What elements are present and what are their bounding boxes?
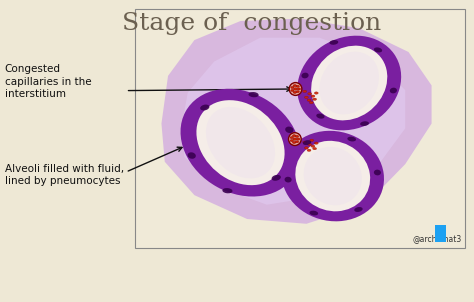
Ellipse shape	[313, 98, 317, 101]
Ellipse shape	[314, 92, 318, 94]
Ellipse shape	[310, 139, 314, 141]
Ellipse shape	[310, 211, 318, 215]
Text: @archibhat3: @archibhat3	[413, 234, 462, 243]
Ellipse shape	[296, 85, 299, 87]
Ellipse shape	[304, 147, 362, 205]
Ellipse shape	[284, 177, 292, 182]
Ellipse shape	[303, 90, 307, 92]
Ellipse shape	[390, 88, 397, 93]
Ellipse shape	[316, 114, 325, 119]
Ellipse shape	[301, 73, 309, 78]
Ellipse shape	[311, 145, 315, 147]
Ellipse shape	[206, 107, 275, 178]
Ellipse shape	[272, 175, 281, 181]
Ellipse shape	[293, 92, 296, 93]
Ellipse shape	[295, 141, 370, 211]
Ellipse shape	[314, 142, 318, 144]
Polygon shape	[181, 38, 405, 205]
Ellipse shape	[360, 121, 369, 126]
Circle shape	[293, 138, 297, 140]
Ellipse shape	[297, 138, 300, 140]
Ellipse shape	[297, 88, 301, 90]
Ellipse shape	[307, 99, 311, 101]
Ellipse shape	[304, 147, 309, 149]
Ellipse shape	[354, 207, 363, 212]
Ellipse shape	[292, 141, 296, 143]
Ellipse shape	[347, 137, 356, 141]
Ellipse shape	[313, 147, 317, 150]
Ellipse shape	[290, 137, 293, 139]
Ellipse shape	[222, 188, 233, 193]
Ellipse shape	[196, 100, 284, 185]
Ellipse shape	[304, 96, 309, 98]
Polygon shape	[162, 19, 431, 224]
Ellipse shape	[311, 46, 387, 120]
Ellipse shape	[303, 141, 307, 143]
Ellipse shape	[319, 52, 379, 114]
Ellipse shape	[289, 133, 301, 146]
Ellipse shape	[292, 135, 296, 137]
Bar	[435, 225, 446, 242]
Ellipse shape	[293, 85, 296, 87]
Ellipse shape	[308, 92, 312, 95]
Ellipse shape	[181, 89, 301, 197]
Ellipse shape	[308, 143, 312, 146]
Ellipse shape	[295, 141, 299, 143]
Ellipse shape	[291, 89, 294, 92]
Ellipse shape	[289, 82, 302, 95]
Ellipse shape	[188, 152, 196, 159]
Ellipse shape	[307, 149, 311, 152]
Ellipse shape	[329, 40, 338, 45]
Bar	[135, 9, 465, 248]
Ellipse shape	[374, 170, 381, 175]
Ellipse shape	[248, 92, 259, 97]
Text: Alveoli filled with fluid,
lined by pneumocytes: Alveoli filled with fluid, lined by pneu…	[5, 164, 124, 186]
Ellipse shape	[295, 135, 299, 137]
Circle shape	[294, 88, 297, 90]
Ellipse shape	[303, 140, 311, 145]
Ellipse shape	[285, 127, 293, 133]
Ellipse shape	[290, 140, 293, 142]
Text: Stage of  congestion: Stage of congestion	[122, 12, 381, 35]
Ellipse shape	[311, 95, 315, 97]
Ellipse shape	[296, 91, 299, 93]
Ellipse shape	[310, 101, 313, 104]
Ellipse shape	[291, 86, 294, 88]
Ellipse shape	[282, 131, 384, 221]
Text: Congested
capillaries in the
interstitium: Congested capillaries in the interstitiu…	[5, 64, 91, 99]
Ellipse shape	[200, 104, 210, 111]
Ellipse shape	[374, 47, 382, 53]
Ellipse shape	[297, 36, 401, 130]
